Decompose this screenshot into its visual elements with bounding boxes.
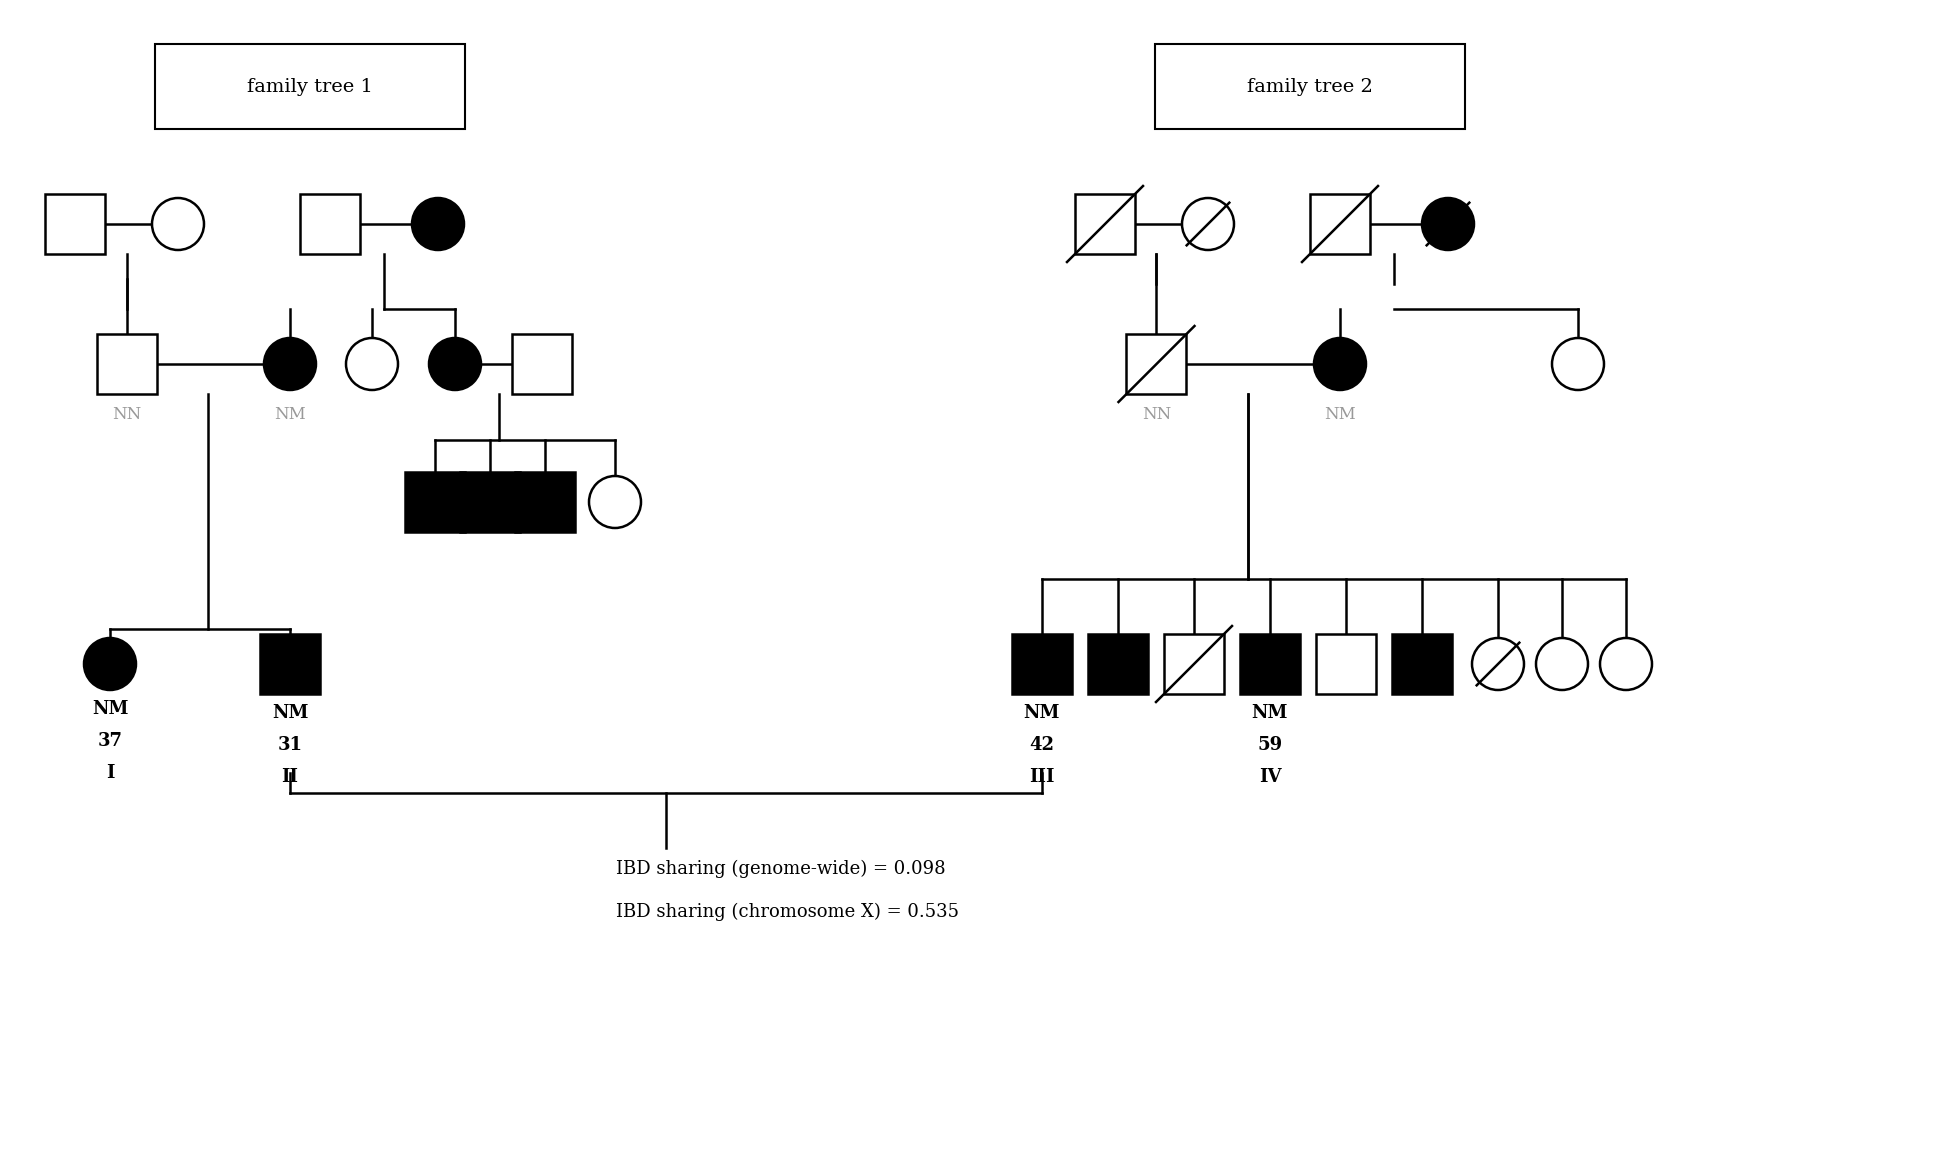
Ellipse shape	[1552, 338, 1604, 390]
Text: family tree 1: family tree 1	[247, 77, 374, 95]
Bar	[1127, 333, 1186, 394]
FancyBboxPatch shape	[1155, 43, 1464, 129]
Ellipse shape	[1536, 637, 1589, 690]
Text: NM: NM	[275, 406, 306, 423]
Bar	[1316, 634, 1377, 694]
Text: NM: NM	[92, 700, 129, 718]
Bar	[300, 194, 360, 254]
Ellipse shape	[413, 198, 463, 250]
Ellipse shape	[1182, 198, 1234, 250]
Text: NN: NN	[111, 406, 140, 423]
Bar	[1164, 634, 1225, 694]
Ellipse shape	[1600, 637, 1651, 690]
Bar	[1392, 634, 1452, 694]
Bar	[1240, 634, 1301, 694]
Text: IBD sharing (genome-wide) = 0.098: IBD sharing (genome-wide) = 0.098	[615, 861, 946, 878]
FancyBboxPatch shape	[156, 43, 465, 129]
Text: I: I	[105, 764, 115, 782]
Text: IBD sharing (chromosome X) = 0.535: IBD sharing (chromosome X) = 0.535	[615, 903, 960, 922]
Text: NM: NM	[273, 704, 308, 722]
Ellipse shape	[347, 338, 397, 390]
Ellipse shape	[152, 198, 204, 250]
Ellipse shape	[1314, 338, 1367, 390]
Text: 37: 37	[97, 733, 123, 750]
Bar	[97, 333, 156, 394]
Text: IV: IV	[1260, 768, 1281, 787]
Text: III: III	[1030, 768, 1055, 787]
Bar	[45, 194, 105, 254]
Ellipse shape	[1421, 198, 1474, 250]
Bar	[1310, 194, 1371, 254]
Bar	[1012, 634, 1073, 694]
Text: 42: 42	[1030, 736, 1055, 754]
Text: family tree 2: family tree 2	[1248, 77, 1373, 95]
Text: NN: NN	[1141, 406, 1172, 423]
Bar	[459, 472, 520, 532]
Ellipse shape	[428, 338, 481, 390]
Bar	[1075, 194, 1135, 254]
Text: NM: NM	[1324, 406, 1355, 423]
Text: 59: 59	[1258, 736, 1283, 754]
Text: II: II	[282, 768, 298, 787]
Bar	[261, 634, 319, 694]
Ellipse shape	[1472, 637, 1525, 690]
Ellipse shape	[590, 475, 641, 528]
Bar	[512, 333, 572, 394]
Bar	[405, 472, 465, 532]
Bar	[516, 472, 574, 532]
Ellipse shape	[265, 338, 315, 390]
Text: 31: 31	[278, 736, 302, 754]
Text: NM: NM	[1024, 704, 1061, 722]
Text: NM: NM	[1252, 704, 1289, 722]
Bar	[1088, 634, 1149, 694]
Ellipse shape	[84, 637, 136, 690]
